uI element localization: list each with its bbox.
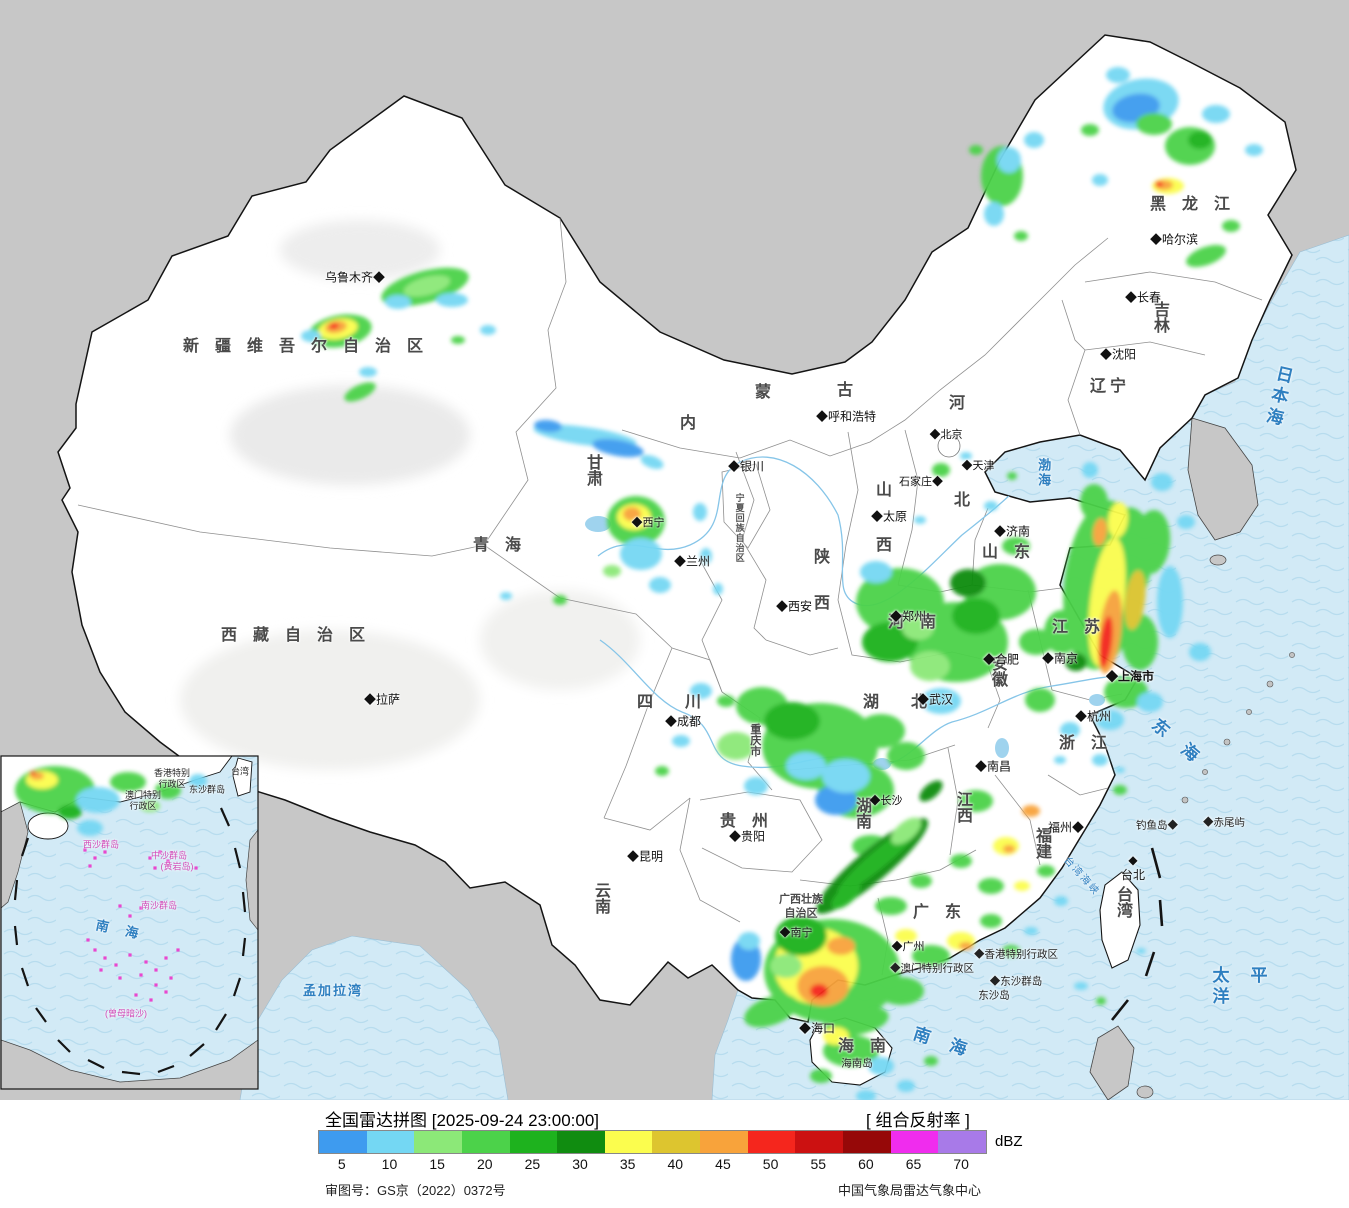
inset-radar-echo-layer <box>15 766 207 836</box>
legend-color-cell <box>414 1131 462 1153</box>
legend-tick-label: 70 <box>953 1156 969 1172</box>
legend-color-cell <box>843 1131 891 1153</box>
legend-color-cell <box>366 1131 415 1153</box>
legend-color-cell <box>319 1131 367 1153</box>
beijing-boundary <box>937 434 961 458</box>
inset-borneo <box>1 1039 258 1089</box>
legend-tick-label: 50 <box>762 1156 779 1172</box>
china-radar-map: 新 疆 维 吾 尔 自 治 区西 藏 自 治 区青 海甘肃内蒙古黑 龙 江吉林辽… <box>0 0 1349 1100</box>
inset-islands <box>83 848 198 1002</box>
legend-color-cell <box>509 1131 558 1153</box>
bay-of-bengal <box>239 935 509 1100</box>
legend-tick-label: 40 <box>667 1156 684 1172</box>
maritime-boundary-dashes <box>1110 847 1164 1021</box>
foreign-coasts <box>1089 417 1295 1100</box>
legend-colorbar <box>318 1130 987 1154</box>
luzon-island <box>1089 1025 1135 1100</box>
legend-tick-label: 20 <box>476 1156 493 1172</box>
legend-color-cell <box>652 1131 701 1153</box>
radar-echo-layer <box>301 67 1263 1100</box>
legend-color-cell <box>604 1131 653 1153</box>
legend-tick-label: 55 <box>810 1156 827 1172</box>
legend-tick-label: 35 <box>619 1156 636 1172</box>
inset-taiwan <box>232 757 253 797</box>
publisher-credit: 中国气象局雷达气象中心 <box>838 1183 982 1198</box>
legend-ticks: 5 10 15 20 25 30 35 40 45 50 55 60 65 70 <box>318 1156 985 1172</box>
legend-color-cell <box>890 1131 939 1153</box>
inset-nine-dash-line <box>13 807 247 1076</box>
legend-color-cell <box>461 1131 510 1153</box>
legend-tick-label: 25 <box>524 1156 541 1172</box>
south-china-sea-inset <box>1 756 258 1089</box>
legend-color-cell <box>938 1131 986 1153</box>
korea-peninsula <box>1187 417 1259 541</box>
product-label: [ 组合反射率 ] <box>866 1111 970 1130</box>
legend-tick-label: 45 <box>715 1156 731 1172</box>
legend-tick-label: 15 <box>429 1156 445 1172</box>
legend-tick-label: 30 <box>572 1156 588 1172</box>
legend-tick-label: 5 <box>337 1156 346 1172</box>
taiwan-island <box>1099 871 1141 969</box>
approval-number: 审图号：GS京（2022）0372号 <box>325 1183 506 1198</box>
legend-color-cell <box>700 1131 748 1153</box>
map-canvas <box>0 0 1349 1100</box>
province-boundaries <box>77 217 1263 976</box>
ryukyu-islands <box>1181 652 1295 804</box>
map-title: 全国雷达拼图 [2025-09-24 23:00:00] <box>325 1111 600 1130</box>
legend-panel: 全国雷达拼图 [2025-09-24 23:00:00] [ 组合反射率 ] d… <box>0 1100 1349 1208</box>
legend-tick-label: 10 <box>381 1156 398 1172</box>
legend-color-cell <box>795 1131 844 1153</box>
inset-frame <box>0 755 259 1090</box>
legend-unit-label: dBZ <box>995 1133 1023 1150</box>
terrain-shading <box>180 220 640 770</box>
legend-tick-label: 65 <box>905 1156 922 1172</box>
legend-color-cell <box>557 1131 605 1153</box>
legend-tick-label: 60 <box>858 1156 874 1172</box>
legend-color-cell <box>747 1131 796 1153</box>
